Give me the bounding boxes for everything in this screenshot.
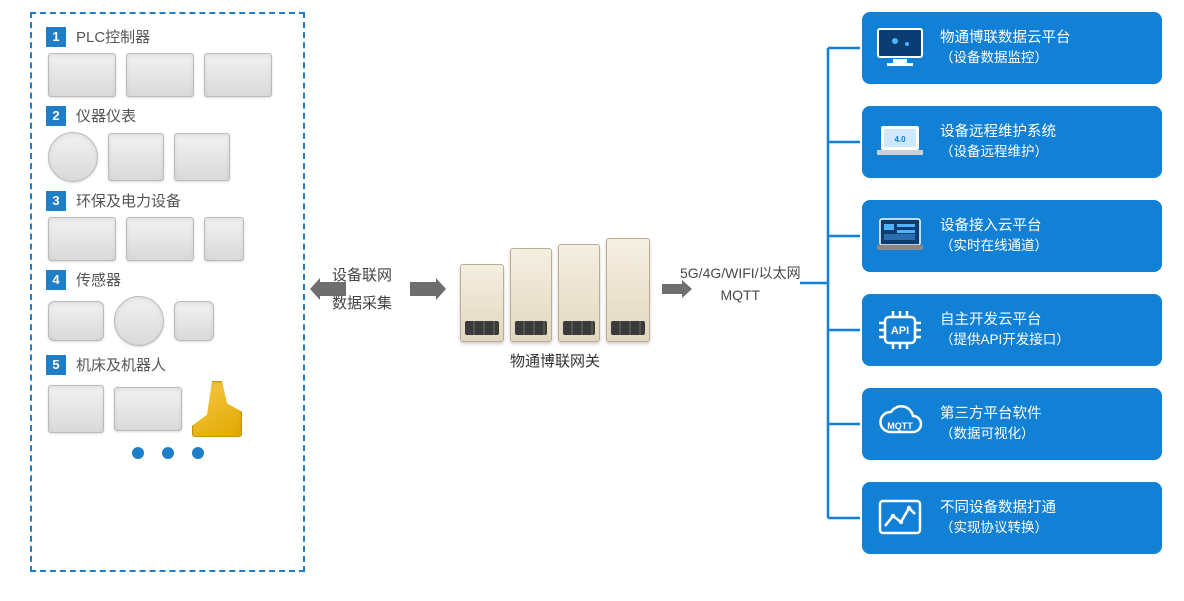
card-remote-maintain: 4.0 设备远程维护系统 （设备远程维护）	[862, 106, 1162, 178]
category-number-badge: 5	[46, 355, 66, 375]
api-chip-icon: API	[872, 306, 928, 354]
category-number-badge: 3	[46, 191, 66, 211]
monitor-icon	[872, 24, 928, 72]
category-instruments: 2 仪器仪表	[46, 105, 289, 182]
category-number-badge: 4	[46, 270, 66, 290]
category-label: 传感器	[76, 269, 121, 290]
mid-line1: 设备联网	[332, 262, 392, 290]
category-label: PLC控制器	[76, 26, 150, 47]
card-protocol: 不同设备数据打通 （实现协议转换）	[862, 482, 1162, 554]
svg-text:MQTT: MQTT	[887, 421, 913, 431]
net-line2: MQTT	[680, 284, 801, 306]
category-sensors: 4 传感器	[46, 269, 289, 346]
mid-line2: 数据采集	[332, 290, 392, 318]
card-title: 自主开发云平台	[940, 310, 1070, 330]
card-text: 设备远程维护系统 （设备远程维护）	[940, 122, 1056, 162]
arrow-right-icon	[410, 278, 446, 300]
card-title: 设备远程维护系统	[940, 122, 1056, 142]
gateway-cluster	[450, 232, 660, 342]
category-machines: 5 机床及机器人	[46, 354, 289, 437]
card-text: 不同设备数据打通 （实现协议转换）	[940, 498, 1056, 538]
lathe-icon	[48, 385, 104, 433]
card-subtitle: （设备远程维护）	[940, 142, 1056, 162]
smoke-sensor-icon	[114, 296, 164, 346]
network-labels: 5G/4G/WIFI/以太网 MQTT	[680, 262, 801, 306]
mqtt-cloud-icon: MQTT	[872, 400, 928, 448]
svg-text:4.0: 4.0	[894, 135, 906, 144]
line-chart-icon	[872, 494, 928, 542]
pager-dot[interactable]	[192, 447, 204, 459]
card-subtitle: （提供API开发接口）	[940, 330, 1070, 350]
gateway-label: 物通博联网关	[450, 350, 660, 371]
category-plc: 1 PLC控制器	[46, 26, 289, 97]
laptop-dashboard-icon	[872, 212, 928, 260]
category-number-badge: 2	[46, 106, 66, 126]
pager-dots[interactable]	[46, 447, 289, 459]
category-label: 仪器仪表	[76, 105, 136, 126]
pipe-rack-icon	[48, 217, 116, 261]
plc-module-b-icon	[126, 53, 194, 97]
plc-module-c-icon	[204, 53, 272, 97]
power-meter-icon	[174, 133, 230, 181]
card-title: 不同设备数据打通	[940, 498, 1056, 518]
connector-tree	[800, 22, 860, 582]
card-api: API 自主开发云平台 （提供API开发接口）	[862, 294, 1162, 366]
card-text: 第三方平台软件 （数据可视化）	[940, 404, 1042, 444]
card-device-access: 设备接入云平台 （实时在线通道）	[862, 200, 1162, 272]
category-label: 机床及机器人	[76, 354, 166, 375]
card-title: 物通博联数据云平台	[940, 28, 1071, 48]
card-text: 物通博联数据云平台 （设备数据监控）	[940, 28, 1071, 68]
valve-instrument-icon	[108, 133, 164, 181]
laptop-icon: 4.0	[872, 118, 928, 166]
gateway-device-icon	[510, 248, 552, 342]
gateway-device-icon	[460, 264, 504, 342]
gateway-device-icon	[558, 244, 600, 342]
category-env-power: 3 环保及电力设备	[46, 190, 289, 261]
card-text: 设备接入云平台 （实时在线通道）	[940, 216, 1048, 256]
cnc-machine-icon	[114, 387, 182, 431]
electrical-cabinet-icon	[204, 217, 244, 261]
card-subtitle: （数据可视化）	[940, 424, 1042, 444]
card-mqtt: MQTT 第三方平台软件 （数据可视化）	[862, 388, 1162, 460]
net-line1: 5G/4G/WIFI/以太网	[680, 262, 801, 284]
card-title: 设备接入云平台	[940, 216, 1048, 236]
card-cloud-platform: 物通博联数据云平台 （设备数据监控）	[862, 12, 1162, 84]
treatment-unit-icon	[126, 217, 194, 261]
robot-arm-icon	[192, 381, 242, 437]
card-subtitle: （设备数据监控）	[940, 48, 1071, 68]
plc-module-a-icon	[48, 53, 116, 97]
platform-cards: 物通博联数据云平台 （设备数据监控） 4.0 设备远程维护系统 （设备远程维护）…	[862, 12, 1162, 554]
category-number-badge: 1	[46, 27, 66, 47]
magnetic-sensor-icon	[174, 301, 214, 341]
card-subtitle: （实时在线通道）	[940, 236, 1048, 256]
svg-text:API: API	[891, 325, 909, 337]
card-title: 第三方平台软件	[940, 404, 1042, 424]
card-text: 自主开发云平台 （提供API开发接口）	[940, 310, 1070, 350]
category-label: 环保及电力设备	[76, 190, 181, 211]
card-subtitle: （实现协议转换）	[940, 518, 1056, 538]
pager-dot[interactable]	[162, 447, 174, 459]
gateway-device-icon	[606, 238, 650, 342]
middle-labels: 设备联网 数据采集	[332, 262, 392, 318]
device-category-panel: 1 PLC控制器 2 仪器仪表 3 环保及电力设备	[30, 12, 305, 572]
pager-dot[interactable]	[132, 447, 144, 459]
box-sensor-icon	[48, 301, 104, 341]
camera-instrument-icon	[48, 132, 98, 182]
